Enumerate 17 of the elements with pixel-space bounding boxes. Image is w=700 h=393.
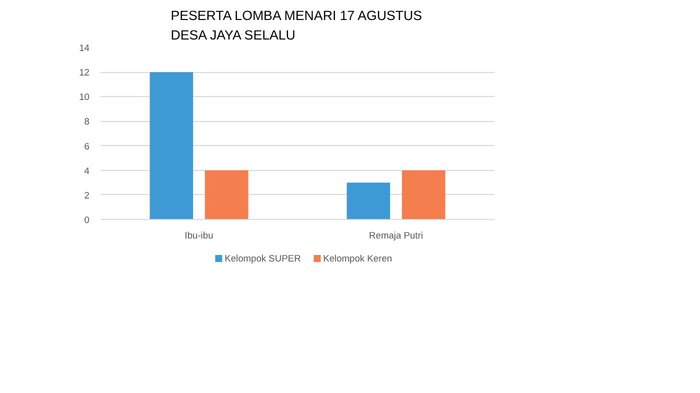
legend-label: Kelompok SUPER [224,254,302,264]
y-tick-label: 10 [79,92,90,102]
legend-label: Kelompok Keren [323,254,392,264]
bar [402,170,446,220]
y-tick-label: 6 [84,141,90,152]
x-tick-label: Remaja Putri [369,230,423,240]
bar [204,170,248,220]
x-tick-label: Ibu-ibu [184,230,214,240]
y-tick-label: 2 [84,190,90,200]
y-tick-label: 12 [79,68,90,78]
y-tick-label: 14 [79,43,90,53]
y-tick-label: 4 [84,166,90,176]
y-tick-label: 8 [84,116,90,127]
chart-title: PESERTA LOMBA MENARI 17 AGUSTUS DESA JAYA SELALU [170,8,422,42]
bar [346,182,390,220]
y-tick-label: 0 [84,215,90,225]
bar [150,72,194,220]
